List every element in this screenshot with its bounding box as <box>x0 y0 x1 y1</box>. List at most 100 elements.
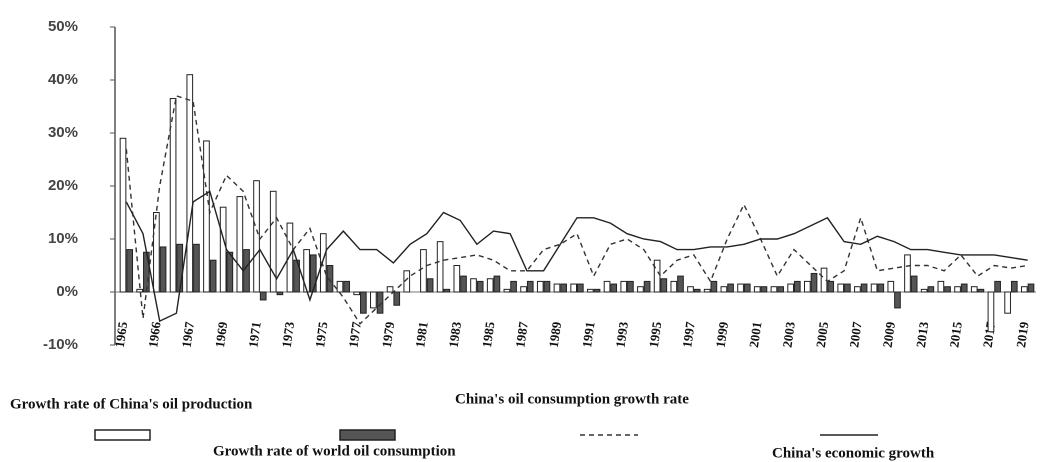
bar <box>1027 283 1035 293</box>
bar <box>286 222 294 293</box>
bar <box>743 283 751 293</box>
y-tick-label: 40% <box>48 71 78 88</box>
bar <box>587 288 594 293</box>
bar <box>810 272 818 293</box>
bar <box>326 265 334 293</box>
x-tick-label: 1979 <box>379 320 398 348</box>
bar <box>994 280 1001 293</box>
bar <box>660 278 668 293</box>
bar <box>126 249 134 293</box>
x-tick-label: 2013 <box>913 320 932 348</box>
x-tick-label: 1977 <box>345 320 364 348</box>
bar <box>219 206 227 293</box>
bar <box>620 280 628 293</box>
bar <box>269 190 277 293</box>
bar <box>653 259 661 293</box>
x-tick-label: 1983 <box>446 320 465 348</box>
bar <box>543 280 551 293</box>
legend-label: Growth rate of world oil consumption <box>213 443 456 459</box>
bar <box>837 283 845 293</box>
bar <box>787 283 794 293</box>
x-tick-label: 2005 <box>813 320 832 348</box>
bar <box>904 254 911 293</box>
x-tick-label: 2003 <box>779 320 798 348</box>
bar <box>670 280 678 293</box>
bar <box>920 288 928 293</box>
legend-swatch <box>339 429 396 441</box>
bar <box>193 243 200 293</box>
bar <box>827 280 835 293</box>
bar <box>987 291 995 333</box>
y-tick-label: 30% <box>48 124 78 141</box>
bar <box>643 280 651 293</box>
bar <box>854 286 861 293</box>
bar <box>203 140 210 293</box>
bar <box>403 270 411 293</box>
bar <box>970 286 978 293</box>
bar <box>860 283 868 293</box>
bar <box>1020 286 1028 293</box>
bar <box>637 286 644 293</box>
bar <box>420 249 427 293</box>
x-tick-label: 2007 <box>846 320 865 348</box>
bar <box>727 283 734 293</box>
bar <box>510 280 517 293</box>
bar <box>136 288 144 293</box>
x-tick-label: 2009 <box>880 320 899 348</box>
x-tick-label: 1975 <box>312 320 331 348</box>
bar <box>887 280 895 293</box>
bar <box>486 278 494 293</box>
bar <box>570 283 577 293</box>
x-tick-label: 1985 <box>479 320 498 348</box>
bar <box>937 280 945 293</box>
legend-label: China's economic growth <box>772 445 935 461</box>
bar <box>253 180 260 293</box>
bar <box>593 288 601 293</box>
x-tick-label: 1995 <box>646 320 665 348</box>
bar <box>436 241 444 293</box>
bar <box>577 283 584 293</box>
bar <box>336 280 344 293</box>
bar <box>319 233 327 293</box>
bar <box>536 280 544 293</box>
x-tick-label: 1997 <box>679 320 698 348</box>
x-tick-label: 1987 <box>512 320 531 348</box>
bar <box>610 283 618 293</box>
bar <box>720 286 728 293</box>
bar <box>159 246 167 293</box>
bar <box>503 288 511 293</box>
bar <box>470 278 477 293</box>
legend-swatch <box>94 429 151 441</box>
bar <box>453 265 461 293</box>
bar <box>343 280 351 293</box>
bar <box>677 275 684 293</box>
bar <box>186 74 194 293</box>
bar <box>944 286 951 293</box>
bar <box>844 283 851 293</box>
x-tick-label: 1966 <box>145 320 164 348</box>
x-tick-label: 1969 <box>212 320 231 348</box>
bar <box>777 286 784 293</box>
y-tick-label: 0% <box>56 283 78 300</box>
bar <box>476 280 484 293</box>
bar <box>493 275 501 293</box>
bar <box>977 288 985 293</box>
bar <box>560 283 567 293</box>
bar <box>603 280 611 293</box>
x-tick-label: 2015 <box>946 320 965 348</box>
x-tick-label: 1999 <box>713 320 732 348</box>
x-tick-label: 1971 <box>245 321 263 349</box>
bar <box>954 286 961 293</box>
bar <box>960 283 968 293</box>
legend-label: Growth rate of China's oil production <box>10 396 253 412</box>
bar <box>877 283 885 293</box>
bar <box>687 286 694 293</box>
y-tick-label: 10% <box>48 230 78 247</box>
bar <box>236 196 244 293</box>
bar <box>910 275 918 293</box>
bar <box>119 137 127 293</box>
bar <box>259 291 267 301</box>
bar <box>526 280 534 293</box>
bar <box>370 291 377 309</box>
bar <box>553 283 561 293</box>
